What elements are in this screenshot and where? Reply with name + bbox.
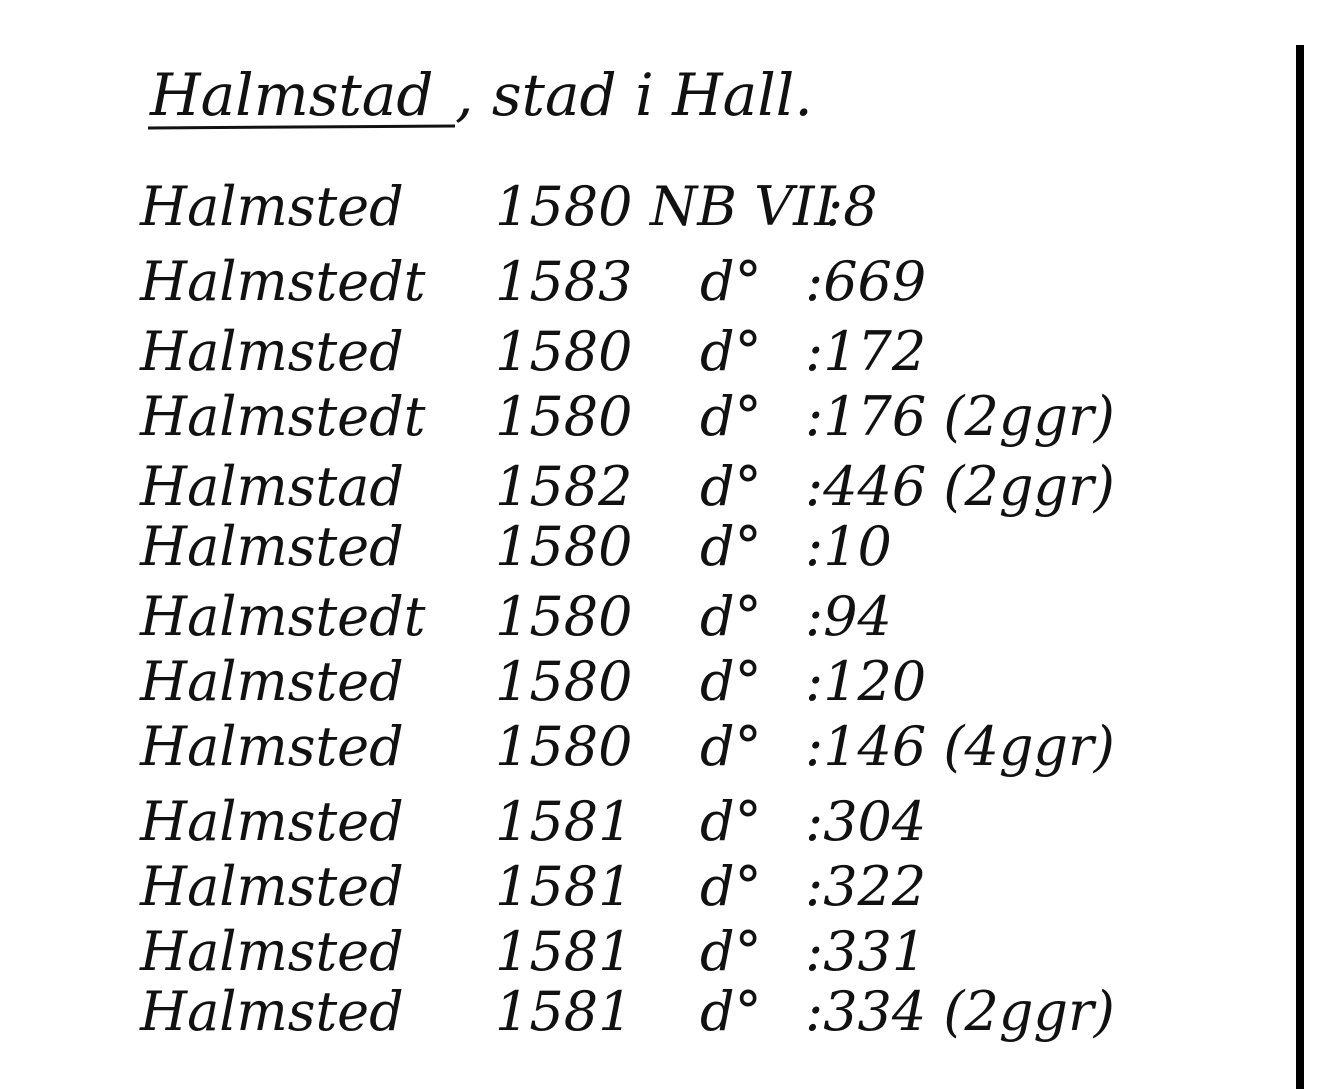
row-ref: :176 (2ggr): [805, 385, 1115, 448]
row-name: Halmsted: [139, 980, 404, 1043]
row-year: 1580: [495, 320, 632, 383]
row-source: d°: [700, 250, 762, 313]
row-year: 1581: [495, 855, 632, 918]
page-edge-line: [1296, 45, 1304, 1089]
title-underline: [147, 124, 456, 130]
row-name: Halmstedt: [139, 250, 426, 313]
row-source: d°: [700, 320, 762, 383]
row-ref: :334 (2ggr): [805, 980, 1115, 1043]
row-name: Halmsted: [139, 920, 404, 983]
row-year: 1581: [495, 980, 632, 1043]
row-ref: :446 (2ggr): [805, 455, 1115, 518]
row-name: Halmsted: [139, 515, 404, 578]
row-ref: :8: [825, 175, 878, 238]
row-source: d°: [700, 650, 762, 713]
row-name: Halmsted: [139, 650, 404, 713]
row-name: Halmsted: [139, 320, 404, 383]
row-year: 1580: [495, 175, 632, 238]
row-source: d°: [700, 855, 762, 918]
row-source: d°: [700, 455, 762, 518]
title-rest: , stad i Hall.: [455, 61, 813, 129]
row-year: 1580: [495, 715, 632, 778]
row-source: d°: [700, 715, 762, 778]
row-year: 1580: [495, 385, 632, 448]
row-source: d°: [700, 980, 762, 1043]
row-source: d°: [700, 385, 762, 448]
row-name: Halmsted: [139, 855, 404, 918]
row-year: 1582: [495, 455, 632, 518]
row-ref: :669: [805, 250, 926, 313]
row-ref: :10: [805, 515, 892, 578]
row-name: Halmsted: [139, 175, 404, 238]
title-name: Halmstad: [149, 61, 434, 129]
row-year: 1580: [495, 585, 632, 648]
row-ref: :331: [805, 920, 926, 983]
row-ref: :120: [805, 650, 926, 713]
row-year: 1580: [495, 650, 632, 713]
row-ref: :322: [805, 855, 926, 918]
row-source: d°: [700, 920, 762, 983]
row-year: 1581: [495, 790, 632, 853]
row-name: Halmsted: [139, 790, 404, 853]
row-ref: :146 (4ggr): [805, 715, 1115, 778]
row-year: 1581: [495, 920, 632, 983]
row-source: d°: [700, 790, 762, 853]
row-name: Halmstad: [139, 455, 404, 518]
row-ref: :94: [805, 585, 892, 648]
row-year: 1580: [495, 515, 632, 578]
row-year: 1583: [495, 250, 632, 313]
row-ref: :304: [805, 790, 926, 853]
row-name: Halmsted: [139, 715, 404, 778]
row-name: Halmstedt: [139, 585, 426, 648]
row-source: NB VII: [648, 175, 837, 238]
row-source: d°: [700, 585, 762, 648]
row-source: d°: [700, 515, 762, 578]
row-name: Halmstedt: [139, 385, 426, 448]
row-ref: :172: [805, 320, 926, 383]
